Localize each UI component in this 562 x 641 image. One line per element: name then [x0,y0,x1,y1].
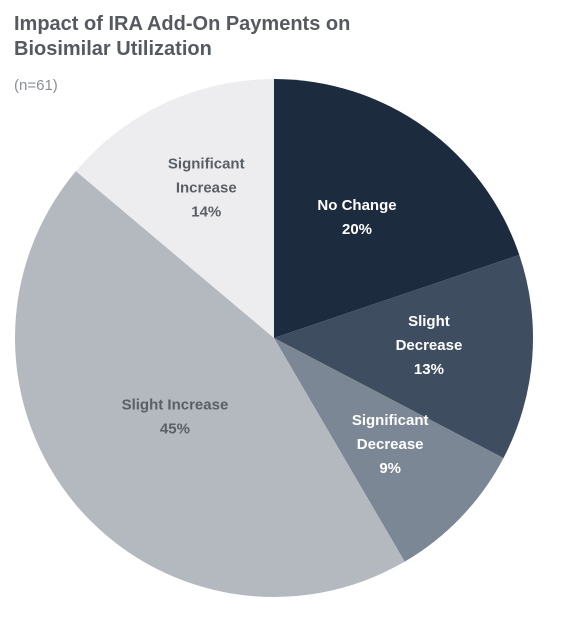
slice-value-label: 45% [160,420,190,437]
pie-slice [274,79,520,338]
pie-slice [75,79,274,338]
slice-label: Slight Increase [122,396,229,413]
slice-label: Significant Increase [168,155,245,196]
chart-subtitle: (n=61) [14,77,58,94]
slice-label: No Change [317,197,396,214]
slice-value-label: 13% [414,361,444,378]
slice-value-label: 9% [379,460,401,477]
pie-slice [15,171,405,597]
slice-label: Significant Decrease [352,412,429,453]
slice-value-label: 20% [342,221,372,238]
slice-value-label: 14% [191,203,221,220]
chart-title: Impact of IRA Add-On Payments on Biosimil… [14,13,350,60]
pie-slice [274,338,504,562]
pie-slice [274,254,533,459]
slice-label: Slight Decrease [396,313,463,354]
